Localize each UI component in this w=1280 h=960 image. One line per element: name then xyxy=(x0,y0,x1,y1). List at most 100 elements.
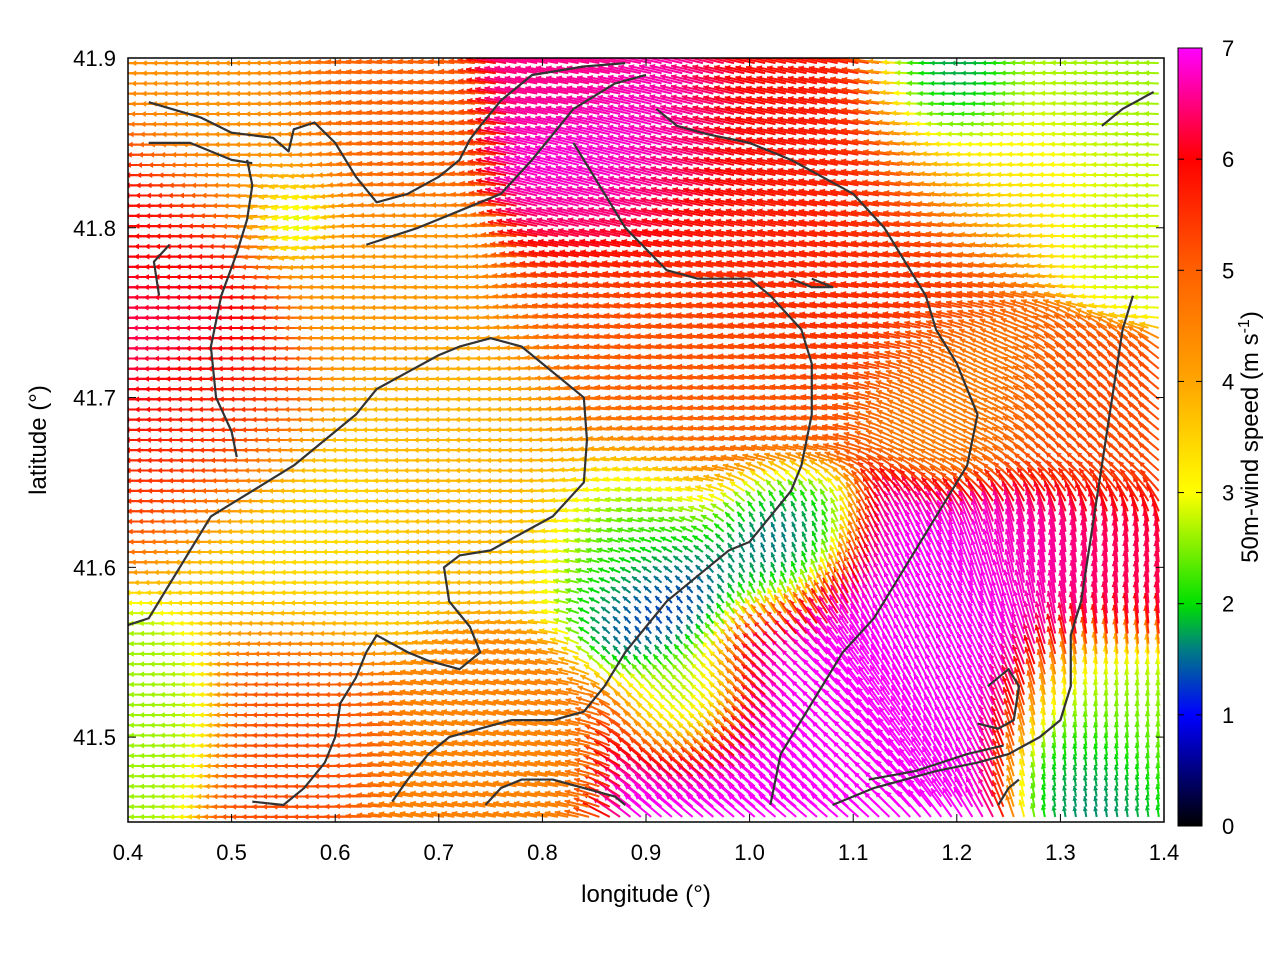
wind-vector xyxy=(726,582,735,594)
wind-vector xyxy=(910,736,932,767)
wind-vector xyxy=(441,780,465,788)
wind-vector xyxy=(694,554,704,563)
wind-vector xyxy=(660,663,673,675)
wind-vector xyxy=(632,585,642,594)
wind-vector xyxy=(1040,741,1047,756)
wind-vector xyxy=(1127,431,1150,451)
wind-vector xyxy=(441,759,465,767)
wind-vector xyxy=(696,604,704,614)
wind-vector xyxy=(355,751,382,758)
wind-vector xyxy=(482,759,507,767)
wind-vector xyxy=(534,759,559,767)
wind-vector xyxy=(378,770,403,778)
wind-vector xyxy=(564,789,590,798)
wind-vector xyxy=(658,693,673,706)
wind-vector xyxy=(665,615,673,624)
wind-vector xyxy=(633,605,642,614)
wind-vector xyxy=(930,777,953,808)
wind-vector xyxy=(492,780,517,788)
wind-vector xyxy=(410,810,434,818)
wind-vector xyxy=(1155,804,1161,818)
wind-vector xyxy=(356,782,382,788)
wind-vector xyxy=(1082,775,1088,787)
wind-vector xyxy=(1054,432,1077,451)
wind-vector xyxy=(790,511,798,522)
wind-vector xyxy=(680,683,694,696)
wind-vector xyxy=(1113,764,1119,777)
wind-vector xyxy=(1051,764,1057,777)
wind-vector xyxy=(1144,763,1151,777)
wind-vector xyxy=(609,576,621,584)
wind-vector xyxy=(1061,775,1068,787)
wind-vector xyxy=(367,751,393,757)
wind-vector xyxy=(725,600,735,614)
wind-vector xyxy=(461,759,486,767)
wind-vector xyxy=(389,800,414,808)
wind-vector xyxy=(760,532,767,543)
wind-vector xyxy=(638,746,663,767)
wind-vector xyxy=(801,521,808,533)
wind-vector xyxy=(524,749,548,757)
wind-vector xyxy=(410,800,434,808)
wind-vector xyxy=(705,612,715,624)
wind-vector xyxy=(564,759,590,767)
wind-vector xyxy=(744,489,756,502)
wind-vector xyxy=(601,615,611,625)
wind-vector xyxy=(1085,421,1108,441)
wind-vector xyxy=(628,546,642,553)
wind-vector xyxy=(601,635,611,645)
wind-vector xyxy=(627,745,652,767)
wind-vector xyxy=(1124,764,1130,777)
wind-vector xyxy=(673,643,684,655)
wind-vector xyxy=(662,653,673,665)
wind-vector xyxy=(367,781,393,788)
wind-vector xyxy=(714,611,725,624)
wind-vector xyxy=(633,644,642,655)
wind-vector xyxy=(587,577,600,584)
wind-vector xyxy=(503,800,528,808)
wind-vector xyxy=(770,521,777,533)
wind-vector xyxy=(1040,763,1047,777)
wind-vector xyxy=(355,761,382,768)
wind-vector xyxy=(1075,432,1098,451)
wind-vector xyxy=(1082,785,1088,797)
wind-vector xyxy=(1144,773,1151,787)
wind-vector xyxy=(716,583,725,594)
wind-vector xyxy=(950,418,973,431)
wind-vector xyxy=(684,564,694,574)
wind-vector xyxy=(534,810,559,818)
wind-vector xyxy=(503,790,528,798)
wind-vector xyxy=(716,573,725,584)
wind-vector xyxy=(451,800,476,808)
wind-vector xyxy=(356,772,382,778)
wind-vector xyxy=(534,749,559,757)
wind-vector xyxy=(1062,795,1067,807)
wind-vector xyxy=(1103,775,1109,787)
wind-vector xyxy=(1124,795,1130,807)
wind-vector xyxy=(738,531,746,543)
wind-vector xyxy=(1137,421,1160,441)
wind-vector xyxy=(1051,785,1057,797)
wind-vector xyxy=(781,531,787,543)
wind-vector xyxy=(472,780,496,788)
wind-vector xyxy=(738,572,746,584)
wind-vector xyxy=(654,595,663,604)
wind-vector xyxy=(544,739,569,747)
wind-vector xyxy=(573,806,600,818)
wind-vector xyxy=(696,584,704,594)
wind-vector xyxy=(899,726,922,757)
wind-vector xyxy=(1127,381,1150,401)
wind-vector xyxy=(356,792,382,798)
wind-vector xyxy=(388,739,414,747)
wind-vector xyxy=(1106,421,1129,441)
wind-vector xyxy=(665,625,673,635)
wind-vector xyxy=(682,642,694,655)
wind-vector xyxy=(702,631,715,645)
wind-vector xyxy=(1093,795,1099,807)
wind-vector xyxy=(991,738,1005,767)
wind-vector xyxy=(1051,753,1057,767)
wind-vector xyxy=(620,662,632,675)
wind-vector xyxy=(1061,743,1068,756)
wind-vector xyxy=(811,510,818,522)
wind-vector xyxy=(1113,806,1119,818)
